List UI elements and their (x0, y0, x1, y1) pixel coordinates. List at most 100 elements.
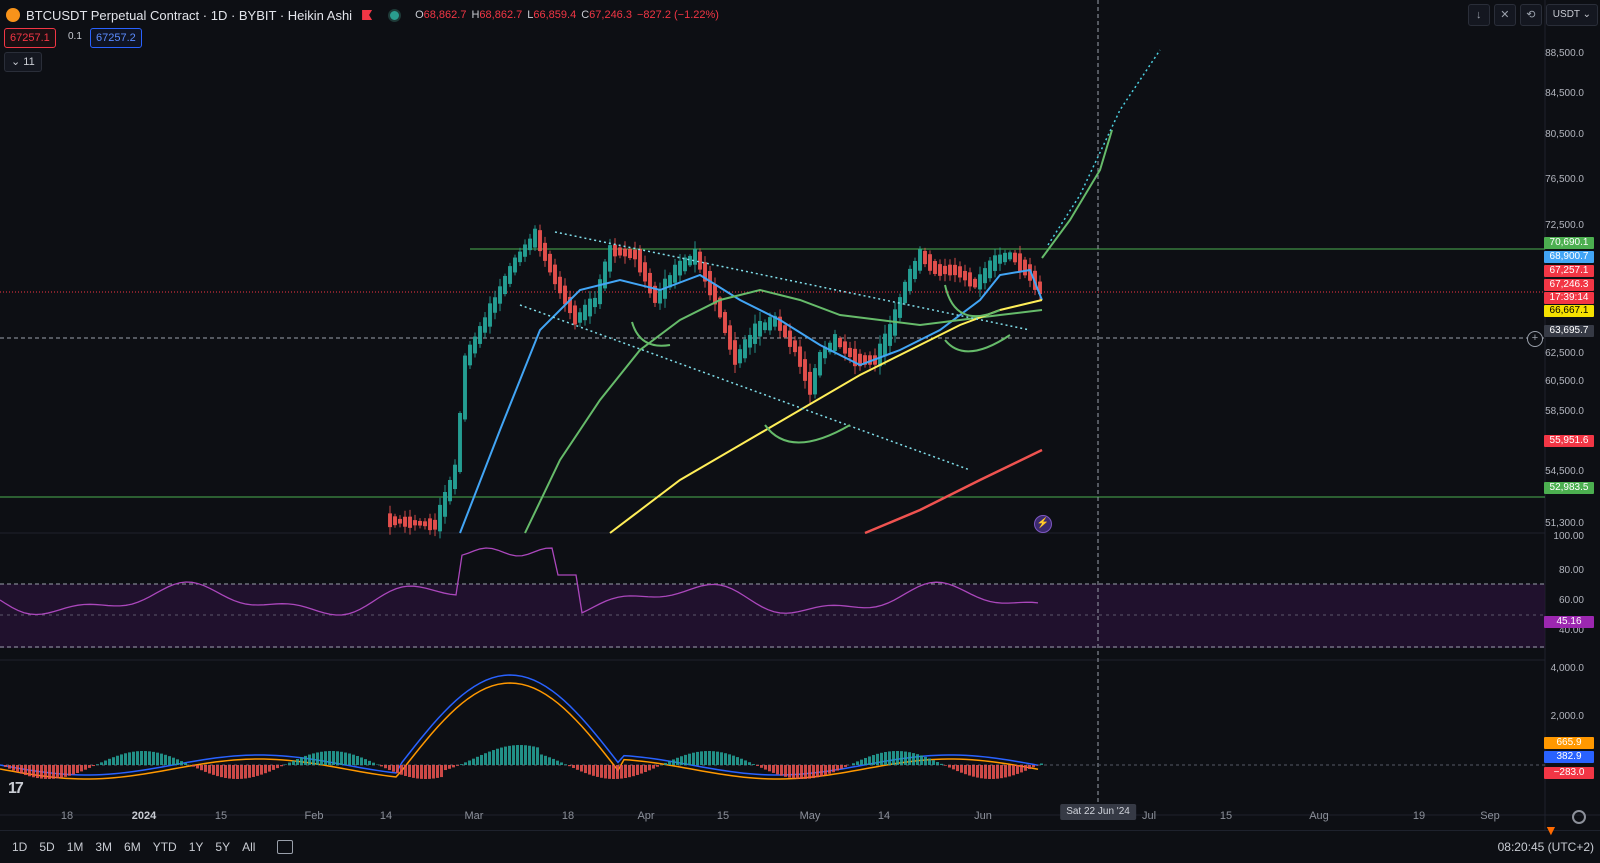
range-button-1d[interactable]: 1D (12, 840, 27, 854)
range-button-ytd[interactable]: YTD (153, 840, 177, 854)
price-tag: 66,667.1 (1544, 305, 1594, 317)
candle-body (723, 312, 727, 333)
macd-histogram-bar (872, 755, 875, 765)
add-alert-icon[interactable]: + (1527, 331, 1543, 347)
macd-histogram-bar (700, 751, 703, 765)
macd-histogram-bar (244, 765, 247, 778)
candle-body (518, 252, 522, 263)
chart-canvas[interactable] (0, 0, 1600, 830)
settings-gear-icon[interactable] (1572, 810, 1586, 824)
macd-histogram-bar (476, 757, 479, 765)
price-tag: 63,695.7 (1544, 325, 1594, 337)
macd-histogram-bar (992, 765, 995, 779)
ohlc-low: L66,859.4 (527, 9, 576, 21)
macd-histogram-bar (412, 765, 415, 778)
range-button-all[interactable]: All (242, 840, 255, 854)
market-status-icon[interactable] (388, 9, 401, 22)
macd-histogram-bar (884, 752, 887, 765)
calendar-icon[interactable] (277, 840, 293, 854)
range-button-6m[interactable]: 6M (124, 840, 141, 854)
macd-histogram-bar (88, 765, 91, 768)
macd-histogram-bar (60, 765, 63, 778)
macd-histogram-bar (384, 765, 387, 768)
macd-histogram-bar (980, 765, 983, 778)
macd-histogram-bar (1024, 765, 1027, 771)
macd-histogram-bar (432, 765, 435, 779)
macd-histogram-bar (428, 765, 431, 779)
time-tick-label: 14 (380, 810, 392, 822)
macd-histogram-bar (612, 765, 615, 779)
candle-body (503, 276, 507, 294)
macd-histogram-bar (716, 752, 719, 765)
macd-histogram-bar (792, 765, 795, 778)
macd-histogram-bar (984, 765, 987, 779)
macd-histogram-bar (260, 765, 263, 775)
range-button-1m[interactable]: 1M (67, 840, 84, 854)
arrow-down-icon[interactable]: ↓ (1468, 4, 1490, 26)
candle-body (493, 297, 497, 313)
range-button-1y[interactable]: 1Y (189, 840, 204, 854)
indicators-collapse-button[interactable]: ⌄ 11 (4, 52, 42, 72)
macd-histogram-bar (588, 765, 591, 775)
candle-body (923, 251, 927, 264)
macd-histogram-bar (804, 765, 807, 779)
macd-value-tag: 665.9 (1544, 737, 1594, 749)
candle-body (678, 261, 682, 276)
clock[interactable]: 08:20:45 (UTC+2) (1498, 840, 1594, 854)
candle-body (898, 297, 902, 318)
macd-histogram-bar (300, 757, 303, 765)
lightning-icon[interactable]: ⚡ (1034, 515, 1052, 533)
price-tag: 17:39:14 (1544, 292, 1594, 304)
range-button-3m[interactable]: 3M (95, 840, 112, 854)
candle-body (578, 312, 582, 322)
macd-histogram-bar (548, 757, 551, 765)
crosshair-date-label: Sat 22 Jun '24 (1060, 804, 1136, 820)
macd-histogram-bar (436, 765, 439, 778)
macd-histogram-bar (1040, 763, 1043, 765)
macd-histogram-bar (952, 765, 955, 769)
macd-histogram-bar (940, 764, 943, 765)
macd-histogram-bar (756, 765, 759, 766)
sell-price-button[interactable]: 67257.1 (4, 28, 56, 48)
range-button-5d[interactable]: 5D (39, 840, 54, 854)
candle-body (533, 229, 537, 248)
macd-histogram-bar (996, 765, 999, 779)
price-tick-label: 54,500.0 (1545, 466, 1584, 477)
macd-histogram-bar (580, 765, 583, 772)
price-tag: 52,983.5 (1544, 482, 1594, 494)
tradingview-logo: 17 (8, 780, 22, 798)
macd-histogram-bar (168, 756, 171, 765)
macd-histogram-bar (236, 765, 239, 779)
symbol-title[interactable]: BTCUSDT Perpetual Contract · 1D · BYBIT … (26, 8, 352, 23)
macd-histogram-bar (888, 751, 891, 765)
ohlc-close: C67,246.3 (581, 9, 632, 21)
macd-histogram-bar (56, 765, 59, 778)
macd-histogram-bar (20, 765, 23, 774)
macd-histogram-bar (172, 758, 175, 765)
macd-histogram-bar (304, 756, 307, 765)
time-tick-label: Apr (637, 810, 654, 822)
candle-body (783, 325, 787, 337)
macd-histogram-bar (892, 751, 895, 765)
fullscreen-icon[interactable]: ⟲ (1520, 4, 1542, 26)
macd-histogram-bar (964, 765, 967, 774)
macd-histogram-bar (340, 752, 343, 765)
macd-histogram-bar (1008, 765, 1011, 776)
collapse-icon[interactable]: ✕ (1494, 4, 1516, 26)
macd-histogram-bar (464, 762, 467, 765)
macd-histogram-bar (828, 765, 831, 774)
macd-histogram-bar (968, 765, 971, 776)
macd-histogram-bar (920, 755, 923, 765)
candle-body (648, 273, 652, 293)
range-button-5y[interactable]: 5Y (215, 840, 230, 854)
macd-histogram-bar (48, 765, 51, 779)
macd-histogram-bar (904, 752, 907, 765)
currency-select[interactable]: USDT ⌄ (1546, 4, 1598, 26)
flag-icon[interactable] (362, 10, 372, 20)
macd-histogram-bar (728, 754, 731, 765)
ohlc-high: H68,862.7 (471, 9, 522, 21)
buy-price-button[interactable]: 67257.2 (90, 28, 142, 48)
candle-body (743, 339, 747, 358)
macd-histogram-bar (820, 765, 823, 776)
macd-histogram-bar (216, 765, 219, 776)
